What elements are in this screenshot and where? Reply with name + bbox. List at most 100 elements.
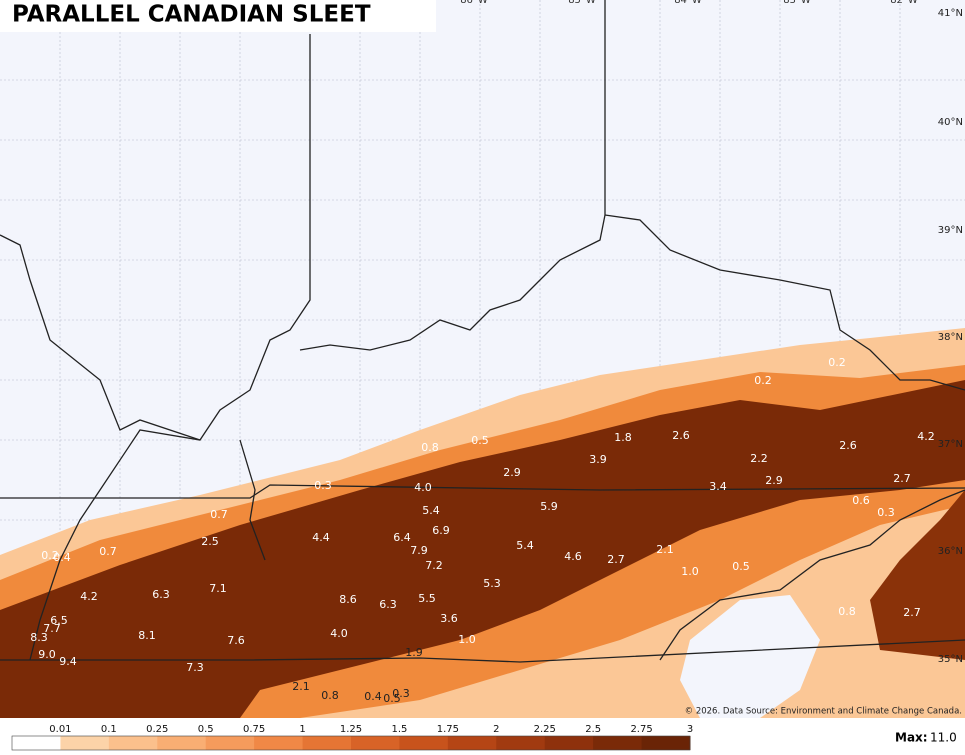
value-label: 7.9 xyxy=(410,544,428,557)
value-label: 5.3 xyxy=(483,577,501,590)
sleet-heavy-east xyxy=(870,490,965,660)
value-label: 0.2 xyxy=(828,356,846,369)
legend-tick-label: 0.25 xyxy=(146,724,168,735)
legend-tick-label: 3 xyxy=(687,724,693,735)
value-label: 1.9 xyxy=(405,646,423,659)
legend-swatch xyxy=(205,736,255,750)
value-label: 2.7 xyxy=(607,553,625,566)
value-label: 4.0 xyxy=(330,627,348,640)
value-label: 8.1 xyxy=(138,629,156,642)
latitude-label: 40°N xyxy=(938,117,963,128)
legend-swatch xyxy=(254,736,304,750)
value-label: 5.9 xyxy=(540,500,558,513)
longitude-label: 85°W xyxy=(568,0,596,6)
value-label: 8.3 xyxy=(30,631,48,644)
legend-tick-label: 1.75 xyxy=(437,724,459,735)
value-label: 4.2 xyxy=(80,590,98,603)
legend-swatch xyxy=(641,736,691,750)
max-label: Max: xyxy=(895,731,928,745)
value-label: 0.2 xyxy=(754,374,772,387)
legend-tick-label: 2.25 xyxy=(534,724,556,735)
value-label: 0.4 xyxy=(53,551,71,564)
legend-swatch xyxy=(593,736,643,750)
legend-tick-label: 2.5 xyxy=(585,724,601,735)
value-label: 4.4 xyxy=(312,531,330,544)
value-label: 5.4 xyxy=(422,504,440,517)
legend-frame xyxy=(11,735,691,751)
value-label: 5.4 xyxy=(516,539,534,552)
legend-tick-label: 0.75 xyxy=(243,724,265,735)
title-box xyxy=(0,0,436,32)
value-label: 9.0 xyxy=(38,648,56,661)
value-label: 0.8 xyxy=(321,689,339,702)
longitude-label: 83°W xyxy=(783,0,811,6)
value-label: 2.6 xyxy=(839,439,857,452)
legend-tick-label: 0.01 xyxy=(49,724,71,735)
value-label: 0.3 xyxy=(877,506,895,519)
value-label: 3.9 xyxy=(589,453,607,466)
value-label: 2.9 xyxy=(765,474,783,487)
latitude-label: 38°N xyxy=(938,332,963,343)
latitude-label: 41°N xyxy=(938,8,963,19)
value-label: 4.0 xyxy=(414,481,432,494)
value-label: 7.2 xyxy=(425,559,443,572)
longitude-label: 86°W xyxy=(460,0,488,6)
legend-swatch xyxy=(60,736,110,750)
sleet-heavy xyxy=(0,380,965,718)
latitude-label: 36°N xyxy=(938,546,963,557)
value-label: 2.5 xyxy=(201,535,219,548)
state-borders xyxy=(0,0,965,663)
value-label: 0.2 xyxy=(41,549,59,562)
value-label: 2.2 xyxy=(750,452,768,465)
value-label: 5.5 xyxy=(418,592,436,605)
value-label: 0.8 xyxy=(838,605,856,618)
value-label: 7.1 xyxy=(209,582,227,595)
value-label: 2.7 xyxy=(903,606,921,619)
longitude-label: 82°W xyxy=(890,0,918,6)
value-label: 2.1 xyxy=(656,543,674,556)
legend-tick-label: 2 xyxy=(493,724,499,735)
longitude-label: 84°W xyxy=(674,0,702,6)
value-label: 2.6 xyxy=(672,429,690,442)
value-label: 3.4 xyxy=(709,480,727,493)
legend-tick-label: 0.5 xyxy=(198,724,214,735)
value-label: 3.6 xyxy=(440,612,458,625)
value-label: 7.3 xyxy=(186,661,204,674)
legend-tick-label: 1.5 xyxy=(391,724,407,735)
legend-tick-label: 2.75 xyxy=(630,724,652,735)
value-label: 4.6 xyxy=(564,550,582,563)
value-label: 0.4 xyxy=(364,690,382,703)
value-label: 7.6 xyxy=(227,634,245,647)
legend-swatch xyxy=(12,736,61,750)
value-label: 2.1 xyxy=(292,680,310,693)
legend-swatch xyxy=(351,736,400,750)
legend-swatch xyxy=(399,736,449,750)
max-value: 11.0 xyxy=(930,731,957,745)
legend-swatch xyxy=(157,736,207,750)
value-label: 2.7 xyxy=(893,472,911,485)
legend-swatch xyxy=(302,736,352,750)
value-label: 9.4 xyxy=(59,655,77,668)
value-label: 6.4 xyxy=(393,531,411,544)
latitude-label: 39°N xyxy=(938,225,963,236)
latitude-label: 37°N xyxy=(938,439,963,450)
value-label: 2.9 xyxy=(503,466,521,479)
value-label: 1.0 xyxy=(458,633,476,646)
legend-swatch xyxy=(108,736,158,750)
legend-swatch xyxy=(544,736,594,750)
value-label: 0.3 xyxy=(392,687,410,700)
legend-tick-label: 1.25 xyxy=(340,724,362,735)
value-label: 1.8 xyxy=(614,431,632,444)
legend-tick-label: 0.1 xyxy=(101,724,117,735)
value-label: 0.5 xyxy=(732,560,750,573)
legend-swatch xyxy=(496,736,546,750)
value-label: 0.6 xyxy=(852,494,870,507)
value-label: 0.5 xyxy=(471,434,489,447)
value-label: 4.2 xyxy=(917,430,935,443)
value-label: 6.3 xyxy=(379,598,397,611)
value-label: 6.3 xyxy=(152,588,170,601)
credit: © 2026. Data Source: Environment and Cli… xyxy=(685,707,962,717)
value-label: 6.9 xyxy=(432,524,450,537)
